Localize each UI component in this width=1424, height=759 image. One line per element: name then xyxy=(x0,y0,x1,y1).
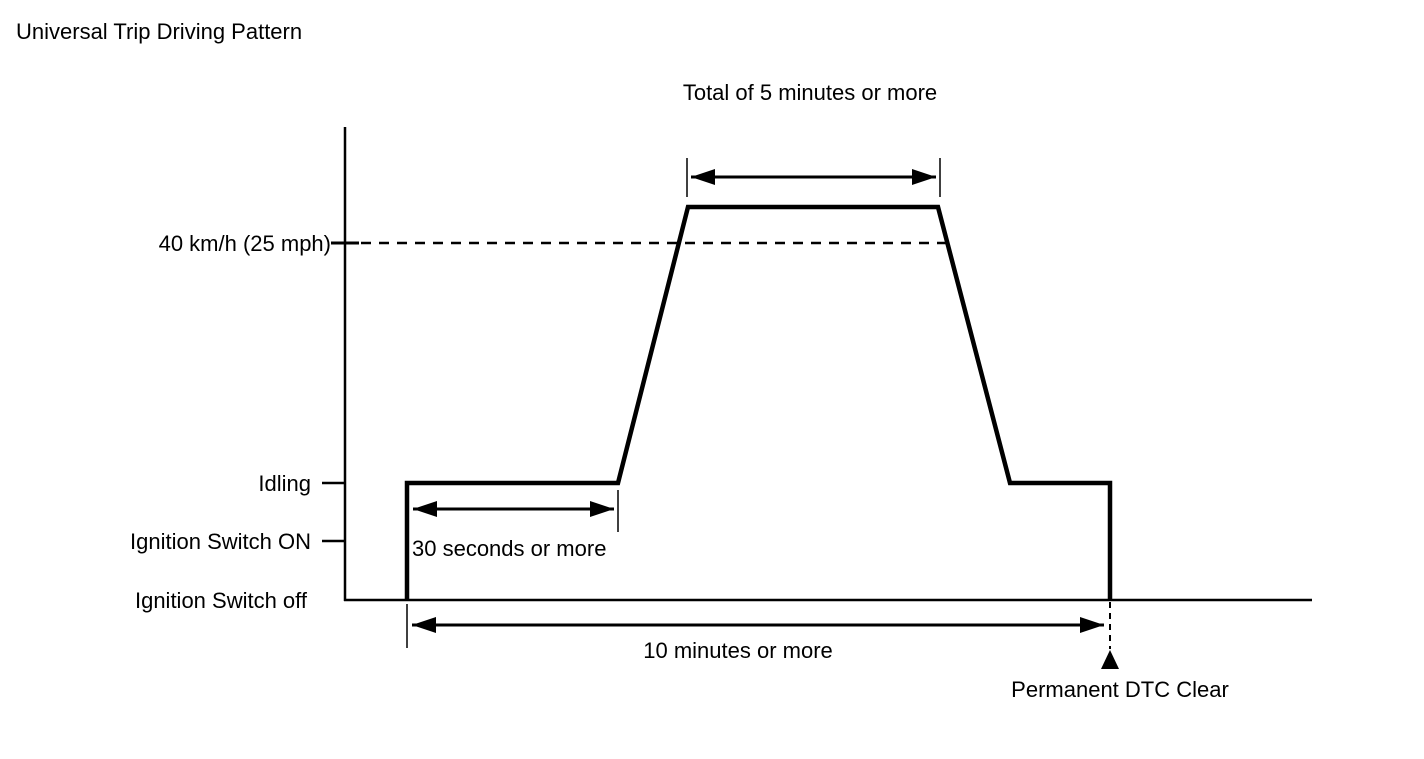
driving-pattern-trace xyxy=(404,204,1113,601)
page-title: Universal Trip Driving Pattern xyxy=(16,19,302,44)
dtc-clear-triangle-marker xyxy=(1101,650,1119,669)
dtc-clear-label: Permanent DTC Clear xyxy=(1011,677,1229,702)
ignition-on-level-label: Ignition Switch ON xyxy=(130,529,311,554)
idling-level-label: Idling xyxy=(258,471,311,496)
trip-duration-label: 10 minutes or more xyxy=(643,638,833,663)
speed-level-label: 40 km/h (25 mph) xyxy=(159,231,331,256)
plateau-duration-label: Total of 5 minutes or more xyxy=(683,80,937,105)
idle-duration-label: 30 seconds or more xyxy=(412,536,606,561)
ignition-off-level-label: Ignition Switch off xyxy=(135,588,308,613)
